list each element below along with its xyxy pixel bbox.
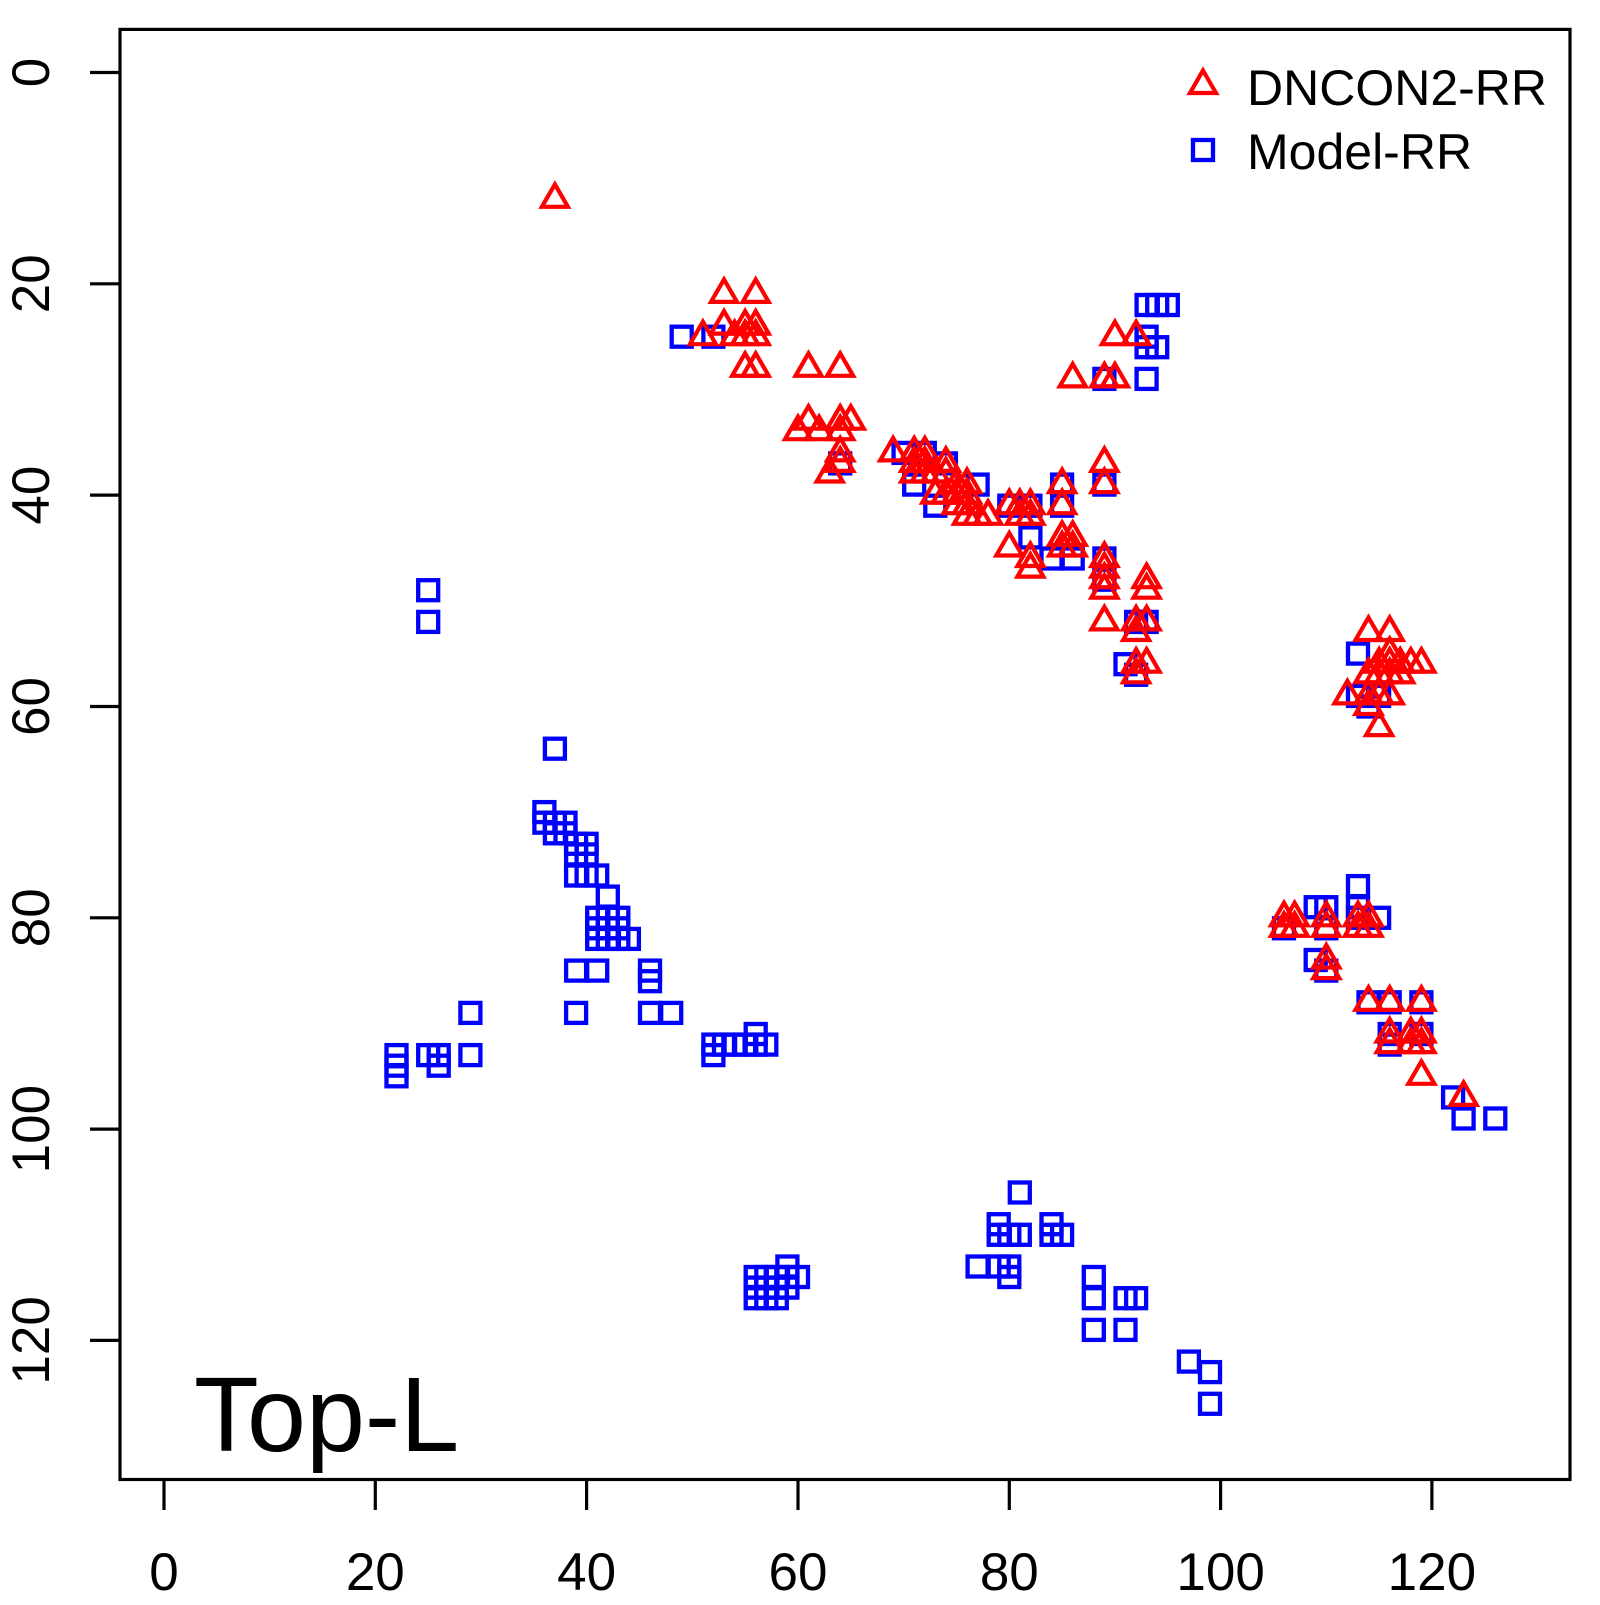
svg-text:40: 40: [557, 1543, 616, 1600]
svg-text:80: 80: [2, 888, 61, 947]
svg-text:Top-L: Top-L: [194, 1356, 459, 1474]
svg-text:20: 20: [2, 254, 61, 313]
svg-text:120: 120: [1388, 1543, 1476, 1600]
svg-text:120: 120: [2, 1296, 61, 1384]
svg-text:DNCON2-RR: DNCON2-RR: [1247, 60, 1547, 116]
svg-text:Model-RR: Model-RR: [1247, 124, 1472, 180]
svg-text:0: 0: [2, 58, 61, 87]
svg-text:100: 100: [2, 1085, 61, 1173]
svg-text:60: 60: [769, 1543, 828, 1600]
svg-text:100: 100: [1176, 1543, 1264, 1600]
svg-text:60: 60: [2, 677, 61, 736]
svg-text:40: 40: [2, 466, 61, 525]
svg-text:0: 0: [149, 1543, 178, 1600]
svg-text:80: 80: [980, 1543, 1039, 1600]
svg-text:20: 20: [346, 1543, 405, 1600]
